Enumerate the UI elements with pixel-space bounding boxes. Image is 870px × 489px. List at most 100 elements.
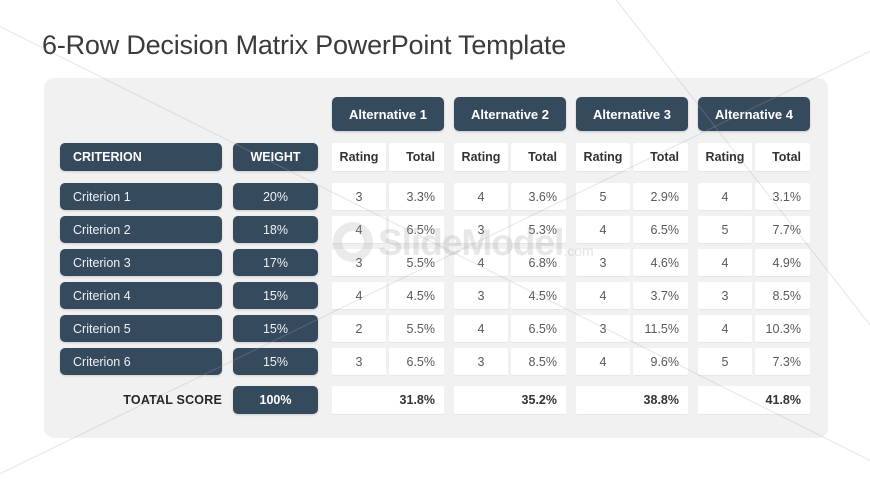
total-column-header: Total <box>755 143 810 171</box>
column-headers-row: CRITERION WEIGHT Rating Total Rating Tot… <box>60 143 810 171</box>
table-row: Criterion 4 15% 4 4.5% 3 4.5% 4 3.7% 3 8… <box>60 282 810 309</box>
total-cell: 10.3% <box>755 315 810 342</box>
alt-4-cells: 4 4.9% <box>698 249 810 276</box>
rating-cell: 4 <box>576 348 630 375</box>
alt-1-cells: 2 5.5% <box>332 315 444 342</box>
table-row: Criterion 3 17% 3 5.5% 4 6.8% 3 4.6% 4 4… <box>60 249 810 276</box>
page-title: 6-Row Decision Matrix PowerPoint Templat… <box>42 30 567 60</box>
rating-cell: 3 <box>332 249 386 276</box>
total-column-header: Total <box>633 143 688 171</box>
alternative-1-button[interactable]: Alternative 1 <box>332 97 444 131</box>
rating-cell: 4 <box>698 183 752 210</box>
total-cell: 9.6% <box>633 348 688 375</box>
alt-3-cells: 4 9.6% <box>576 348 688 375</box>
table-row: Criterion 6 15% 3 6.5% 3 8.5% 4 9.6% 5 7… <box>60 348 810 375</box>
table-row: Criterion 5 15% 2 5.5% 4 6.5% 3 11.5% 4 … <box>60 315 810 342</box>
alternative-3-subheaders: Rating Total <box>576 143 688 171</box>
alt-2-total-score: 35.2% <box>454 386 566 414</box>
alt-3-cells: 4 6.5% <box>576 216 688 243</box>
total-cell: 6.8% <box>511 249 566 276</box>
criterion-label: Criterion 3 <box>60 249 222 276</box>
alt-3-cells: 4 3.7% <box>576 282 688 309</box>
total-cell: 3.6% <box>511 183 566 210</box>
alt-3-total-score: 38.8% <box>576 386 688 414</box>
alternative-4-subheaders: Rating Total <box>698 143 810 171</box>
weight-value: 15% <box>233 315 318 342</box>
weight-value: 20% <box>233 183 318 210</box>
weight-column-header: WEIGHT <box>233 143 318 171</box>
rating-cell: 4 <box>332 282 386 309</box>
total-cell: 3.1% <box>755 183 810 210</box>
total-cell: 4.5% <box>511 282 566 309</box>
total-cell: 5.3% <box>511 216 566 243</box>
decision-matrix-card: Alternative 1 Alternative 2 Alternative … <box>44 78 828 438</box>
criterion-column-header: CRITERION <box>60 143 222 171</box>
rating-column-header: Rating <box>332 143 386 171</box>
total-score-row: TOATAL SCORE 100% 31.8% 35.2% 38.8% 41.8… <box>60 386 810 414</box>
rating-cell: 3 <box>332 348 386 375</box>
alt-1-cells: 3 6.5% <box>332 348 444 375</box>
alt-1-total-score: 31.8% <box>332 386 444 414</box>
total-cell: 4.6% <box>633 249 688 276</box>
total-cell: 11.5% <box>633 315 688 342</box>
total-column-header: Total <box>511 143 566 171</box>
rating-cell: 3 <box>576 315 630 342</box>
rating-cell: 4 <box>576 216 630 243</box>
alt-4-cells: 4 10.3% <box>698 315 810 342</box>
rating-cell: 5 <box>698 216 752 243</box>
rating-column-header: Rating <box>576 143 630 171</box>
rating-cell: 3 <box>698 282 752 309</box>
rating-cell: 3 <box>576 249 630 276</box>
alt-4-total-score: 41.8% <box>698 386 810 414</box>
total-cell: 2.9% <box>633 183 688 210</box>
total-cell: 8.5% <box>755 282 810 309</box>
total-cell: 3.7% <box>633 282 688 309</box>
total-cell: 7.7% <box>755 216 810 243</box>
criterion-label: Criterion 6 <box>60 348 222 375</box>
criterion-label: Criterion 1 <box>60 183 222 210</box>
total-weight-value: 100% <box>233 386 318 414</box>
rating-cell: 4 <box>698 315 752 342</box>
alt-4-cells: 5 7.3% <box>698 348 810 375</box>
rating-column-header: Rating <box>454 143 508 171</box>
rating-cell: 4 <box>698 249 752 276</box>
alt-4-cells: 3 8.5% <box>698 282 810 309</box>
alternative-1-subheaders: Rating Total <box>332 143 444 171</box>
weight-value: 18% <box>233 216 318 243</box>
total-cell: 5.5% <box>389 249 444 276</box>
criterion-label: Criterion 2 <box>60 216 222 243</box>
alt-3-cells: 3 4.6% <box>576 249 688 276</box>
total-cell: 5.5% <box>389 315 444 342</box>
rating-cell: 4 <box>332 216 386 243</box>
rating-cell: 3 <box>332 183 386 210</box>
alt-4-cells: 4 3.1% <box>698 183 810 210</box>
weight-value: 15% <box>233 282 318 309</box>
table-row: Criterion 2 18% 4 6.5% 3 5.3% 4 6.5% 5 7… <box>60 216 810 243</box>
alt-1-cells: 4 6.5% <box>332 216 444 243</box>
rating-cell: 4 <box>454 249 508 276</box>
alt-2-cells: 4 3.6% <box>454 183 566 210</box>
total-cell: 4.5% <box>389 282 444 309</box>
alt-2-cells: 4 6.8% <box>454 249 566 276</box>
alt-2-cells: 3 5.3% <box>454 216 566 243</box>
alt-3-cells: 5 2.9% <box>576 183 688 210</box>
total-cell: 6.5% <box>389 348 444 375</box>
total-cell: 6.5% <box>389 216 444 243</box>
alt-1-cells: 4 4.5% <box>332 282 444 309</box>
alt-2-cells: 3 4.5% <box>454 282 566 309</box>
total-cell: 6.5% <box>511 315 566 342</box>
spacer <box>233 97 318 131</box>
alternative-4-button[interactable]: Alternative 4 <box>698 97 810 131</box>
alternative-3-button[interactable]: Alternative 3 <box>576 97 688 131</box>
rating-cell: 2 <box>332 315 386 342</box>
alt-2-cells: 3 8.5% <box>454 348 566 375</box>
total-cell: 7.3% <box>755 348 810 375</box>
rating-cell: 4 <box>454 315 508 342</box>
total-cell: 4.9% <box>755 249 810 276</box>
spacer <box>60 97 222 131</box>
alt-4-cells: 5 7.7% <box>698 216 810 243</box>
alternative-2-button[interactable]: Alternative 2 <box>454 97 566 131</box>
rating-column-header: Rating <box>698 143 752 171</box>
rating-cell: 5 <box>576 183 630 210</box>
